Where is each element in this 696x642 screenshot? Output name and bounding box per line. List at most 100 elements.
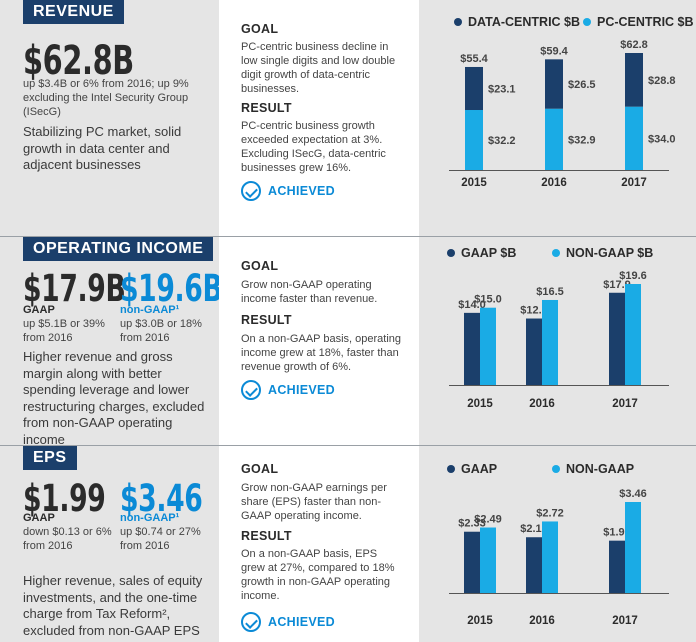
opinc-chart-panel: GAAP $B NON-GAAP $B $14.0 $15.0 2015 $12.9 $… [419,237,696,445]
eps-goal-heading: GOAL [241,462,279,476]
revenue-legend-data-centric: DATA-CENTRIC $B [454,15,580,29]
opinc-gaap-block: GAAP up $5.1B or 39% from 2016 [23,303,118,345]
data-label: $12.9 [520,305,548,317]
legend-label: DATA-CENTRIC $B [468,15,581,29]
data-label: $16.5 [536,286,564,298]
opinc-tag: OPERATING INCOME [23,237,214,261]
eps-result-text: On a non-GAAP basis, EPS grew at 27%, co… [241,548,395,602]
eps-achieved: ACHIEVED [241,612,335,632]
opinc-goal-text: Grow non-GAAP operating income faster th… [241,279,378,305]
bar-pc-centric [625,106,643,170]
bar-data-centric [465,66,483,111]
bar-gaap [526,318,542,385]
revenue-blurb: Stabilizing PC market, solid growth in d… [23,124,182,172]
x-tick-label: 2015 [467,615,493,627]
opinc-gaap-label: GAAP [23,304,55,316]
opinc-nongaap-value: $19.6B [120,267,223,310]
opinc-result-heading: RESULT [241,313,292,327]
data-label: $34.0 [648,133,676,145]
bar-gaap [609,292,625,385]
x-tick-label: 2017 [612,615,638,627]
revenue-summary-panel: REVENUE $62.8B up $3.4B or 6% from 2016;… [0,0,219,236]
legend-swatch-light-blue [552,465,560,473]
eps-legend-gaap: GAAP [447,462,497,476]
revenue-section: REVENUE $62.8B up $3.4B or 6% from 2016;… [0,0,696,236]
data-label: $2.12 [520,523,548,535]
bar-gaap [609,540,625,593]
legend-label: NON-GAAP $B [566,246,654,260]
revenue-result-text: PC-centric business growth exceeded expe… [241,120,386,174]
legend-swatch-light-blue [583,18,591,26]
data-label: $2.49 [474,514,502,526]
opinc-result-text: On a non-GAAP basis, operating income gr… [241,333,402,373]
legend-swatch-navy [447,465,455,473]
revenue-legend-pc-centric: PC-CENTRIC $B [583,15,694,29]
total-label: $59.4 [540,45,568,57]
data-label: $15.0 [474,294,502,306]
opinc-blurb: Higher revenue and gross margin along wi… [23,349,205,447]
checkmark-circle-icon [241,181,261,201]
x-tick-label: 2015 [467,398,493,410]
opinc-achieved: ACHIEVED [241,380,335,400]
data-label: $32.2 [488,135,516,147]
bar-pc-centric [465,110,483,170]
bar-pc-centric [545,108,563,170]
opinc-nongaap-note: up $3.0B or 18% from 2016 [120,318,202,344]
revenue-note: up $3.4B or 6% from 2016; up 9% excludin… [23,78,189,118]
eps-result-heading: RESULT [241,529,292,543]
opinc-nongaap-label: non-GAAP¹ [120,304,180,316]
legend-swatch-navy [454,18,462,26]
eps-nongaap-value: $3.46 [120,477,203,520]
data-label: $32.9 [568,134,596,146]
data-label: $2.72 [536,507,564,519]
eps-section: EPS $1.99 $3.46 GAAP down $0.13 or 6% fr… [0,446,696,642]
section-divider [0,445,696,446]
eps-goal-panel [219,446,419,642]
bar-non-gaap [480,307,496,385]
data-label: $17.9 [603,279,631,291]
data-label: $28.8 [648,75,676,87]
data-label: $1.99 [603,527,631,539]
eps-nongaap-label: non-GAAP¹ [120,512,180,524]
revenue-chart-panel: DATA-CENTRIC $B PC-CENTRIC $B $23.1 $32.2… [419,0,696,236]
legend-label: NON-GAAP [566,462,635,476]
x-tick-label: 2017 [621,177,647,189]
bar-gaap [526,537,542,593]
data-label: $2.33 [458,518,486,530]
opinc-nongaap-block: non-GAAP¹ up $3.0B or 18% from 2016 [120,303,215,345]
opinc-summary-panel: OPERATING INCOME $17.9B $19.6B GAAP up $… [0,237,223,447]
x-tick-label: 2016 [529,615,555,627]
bar-non-gaap [625,284,641,385]
eps-summary-panel: EPS $1.99 $3.46 GAAP down $0.13 or 6% fr… [0,446,219,642]
eps-chart: $2.33$2.49 2015 $2.12 $2.72 2016 $1.99 $3.46 20… [449,488,669,627]
total-label: $55.4 [460,53,488,65]
checkmark-circle-icon [241,612,261,632]
eps-gaap-note: down $0.13 or 6% from 2016 [23,526,112,552]
operating-income-section: OPERATING INCOME $17.9B $19.6B GAAP up $… [0,237,696,447]
eps-gaap-value: $1.99 [23,477,106,520]
eps-nongaap-block: non-GAAP¹ up $0.74 or 27% from 2016 [120,511,215,553]
bar-gaap [464,312,480,385]
eps-gaap-label: GAAP [23,512,55,524]
revenue-result-heading: RESULT [241,101,292,115]
eps-goal-text: Grow non-GAAP earnings per share (EPS) f… [241,482,387,522]
data-label: $19.6 [619,270,647,282]
data-label: $23.1 [488,83,516,95]
bar-data-centric [545,59,563,109]
data-label: $14.0 [458,299,486,311]
revenue-goal-text: PC-centric business decline in low singl… [241,41,396,95]
x-tick-label: 2016 [529,398,555,410]
eps-chart-panel: GAAP NON-GAAP $2.33 $2.49 2015 $2.12 $2.72 20… [419,446,696,642]
bar-non-gaap [542,299,558,385]
eps-nongaap-note: up $0.74 or 27% from 2016 [120,526,201,552]
opinc-achieved-label: ACHIEVED [268,383,335,397]
data-label: $3.46 [619,488,647,500]
revenue-goal-heading: GOAL [241,22,279,36]
revenue-achieved: ACHIEVED [241,181,335,201]
x-tick-label: 2016 [541,177,567,189]
bar-non-gaap [480,527,496,593]
section-divider [0,236,696,237]
revenue-chart: $23.1 $32.2 $55.4 2015 $26.5 $32.9 $59.4 2016 $2… [449,39,676,189]
bar-gaap [464,531,480,593]
x-tick-label: 2017 [612,398,638,410]
